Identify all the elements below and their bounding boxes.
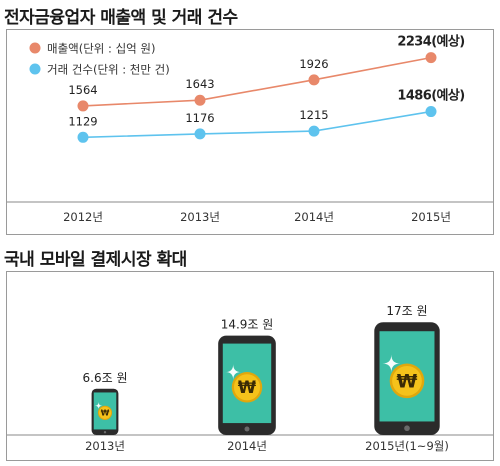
x-tick-label-2: 2013년 — [180, 210, 220, 224]
line-chart: 매출액(단위 : 십억 원) 거래 건수(단위 : 천만 건) 2012년 2013년… — [7, 34, 493, 224]
sparkle-icon-1 — [94, 401, 103, 410]
series-1-point-4 — [425, 52, 437, 64]
won-coin-icon-2 — [233, 374, 261, 401]
won-symbol-3: ₩ — [397, 370, 418, 392]
series-line-1 — [82, 56, 432, 107]
phone-category-label-1: 2013년 — [85, 439, 125, 453]
series-1-data-label-4: 2234(예상) — [397, 34, 464, 50]
legend-label-1: 매출액(단위 : 십억 원) — [47, 42, 155, 56]
series-2-data-label-1: 1129 — [68, 114, 97, 128]
line-chart-title: 전자금융업자 매출액 및 거래 건수 — [4, 8, 238, 28]
series-2-point-4 — [425, 106, 437, 118]
legend-marker-2 — [29, 63, 41, 75]
series-2-data-label-4: 1486(예상) — [397, 88, 464, 104]
sparkle-icon-3 — [382, 354, 401, 373]
phone-value-label-3: 17조 원 — [386, 304, 427, 318]
sparkle-icon-2 — [225, 364, 242, 381]
series-2-point-1 — [77, 131, 89, 143]
phone-category-label-2: 2014년 — [227, 439, 267, 453]
series-2-data-label-3: 1215 — [299, 108, 328, 122]
series-2-data-label-2: 1176 — [185, 111, 214, 125]
x-tick-label-4: 2015년 — [411, 210, 451, 224]
series-2-point-3 — [308, 125, 320, 137]
phone-value-label-1: 6.6조 원 — [83, 371, 128, 385]
x-tick-label-3: 2014년 — [294, 210, 334, 224]
series-2-point-2 — [194, 128, 206, 140]
phone-home-button-2 — [244, 426, 250, 432]
series-1-data-label-2: 1643 — [185, 77, 214, 91]
phone-chart-panel: ₩6.6조 원 2013년 ₩14.9조 원 2014년 ₩17조 원 2015년(1~9… — [6, 271, 494, 461]
series-1-data-label-3: 1926 — [299, 57, 328, 71]
won-coin-icon-1 — [98, 406, 112, 419]
phone-home-button-3 — [404, 425, 410, 432]
series-1-data-label-1: 1564 — [68, 83, 97, 97]
phone-category-label-3: 2015년(1~9월) — [365, 439, 449, 453]
won-symbol-1: ₩ — [101, 409, 110, 418]
won-symbol-2: ₩ — [238, 377, 257, 397]
legend-label-2: 거래 건수(단위 : 천만 건) — [47, 63, 170, 77]
x-tick-label-1: 2012년 — [63, 210, 103, 224]
legend-marker-1 — [29, 42, 41, 54]
series-line-2 — [82, 110, 432, 139]
line-chart-panel: 매출액(단위 : 십억 원) 거래 건수(단위 : 천만 건) 2012년 2013년… — [6, 29, 494, 235]
phone-home-button-1 — [103, 431, 107, 434]
bar-chart-title: 국내 모바일 결제시장 확대 — [4, 250, 187, 270]
won-coin-icon-3 — [392, 366, 422, 396]
series-1-point-1 — [77, 100, 89, 112]
phone-chart: ₩6.6조 원 2013년 ₩14.9조 원 2014년 ₩17조 원 2015년(1~9… — [7, 304, 493, 453]
series-1-point-2 — [194, 94, 206, 106]
series-1-point-3 — [308, 74, 320, 86]
phone-value-label-2: 14.9조 원 — [221, 318, 274, 332]
